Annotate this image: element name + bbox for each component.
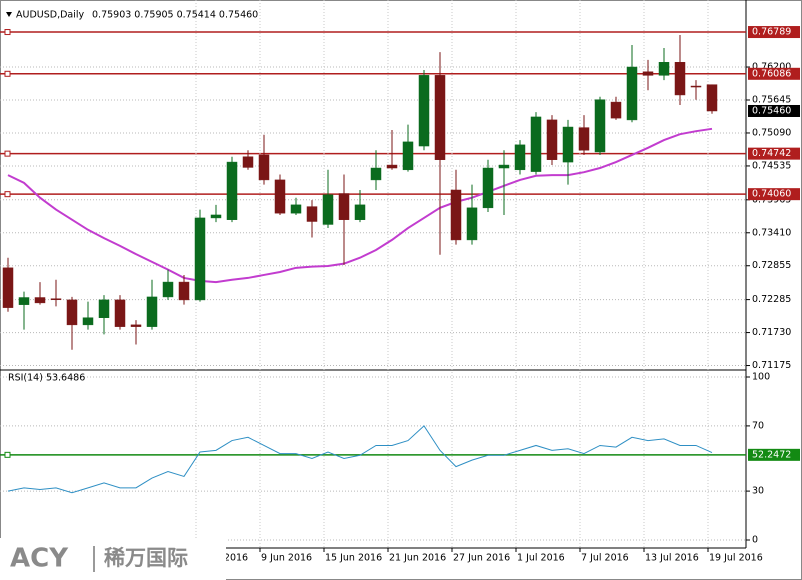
y-tick-label: 0.71730: [752, 327, 791, 338]
price-tag: [748, 26, 800, 39]
y-tick-label: 30: [752, 486, 764, 497]
price-tag-label: 0.74060: [752, 189, 791, 200]
candle-body: [82, 317, 94, 326]
current-price-tag: [748, 104, 800, 117]
ohlc-label: 0.75903 0.75905 0.75414 0.75460: [92, 10, 258, 21]
candle-body: [610, 101, 622, 119]
x-tick-label: 27 Jun 2016: [453, 553, 510, 564]
candle-body: [290, 204, 302, 214]
x-tick-label: 19 Jul 2016: [709, 553, 763, 564]
candle-body: [66, 299, 78, 326]
candle-body: [402, 141, 414, 171]
candle-body: [690, 85, 702, 88]
candle-body: [482, 167, 494, 209]
candle-body: [370, 167, 382, 181]
candle-body: [386, 164, 398, 169]
candle-body: [210, 214, 222, 219]
y-tick-label: 70: [752, 420, 764, 431]
x-tick-label: 9 Jun 2016: [261, 553, 312, 564]
candle-body: [450, 189, 462, 241]
price-tag-label: 0.76789: [752, 27, 791, 38]
candle-body: [706, 84, 718, 112]
candle-body: [98, 299, 110, 318]
candle-body: [50, 298, 62, 300]
logo-bg: [0, 538, 226, 580]
line-handle: [4, 150, 11, 157]
y-tick-label: 0.75645: [752, 95, 791, 106]
candle-body: [258, 154, 270, 181]
rsi-line: [7, 425, 713, 494]
current-price-label: 0.75460: [752, 105, 791, 116]
line-handle: [4, 451, 11, 458]
candle-body: [498, 164, 510, 169]
candle-body: [562, 126, 574, 163]
price-tag-label: 0.76086: [752, 68, 791, 79]
candle-body: [18, 297, 30, 305]
candle-body: [514, 144, 526, 171]
candle-body: [178, 281, 190, 301]
candle-body: [354, 204, 366, 220]
y-tick-label: 0: [752, 535, 758, 546]
candle-body: [146, 296, 158, 327]
x-tick-label: 21 Jun 2016: [389, 553, 446, 564]
rsi-title: RSI(14) 53.6486: [8, 373, 85, 384]
y-tick-label: 0.75090: [752, 127, 791, 138]
chart-title: AUDUSD,Daily: [16, 10, 85, 21]
candle-body: [642, 71, 654, 76]
price-tag: [748, 147, 800, 160]
y-tick-label: 0.76200: [752, 62, 791, 73]
candle-body: [322, 194, 334, 225]
logo: ACY 稀万国际: [0, 538, 226, 580]
price-tag-label: 52.2472: [752, 449, 791, 460]
candle-body: [338, 193, 350, 220]
x-tick-label: 1 Jul 2016: [517, 553, 565, 564]
price-tag: [748, 448, 800, 461]
candle-body: [674, 62, 686, 96]
candle-body: [2, 267, 14, 308]
y-tick-label: 0.71175: [752, 360, 791, 371]
candle-body: [274, 179, 286, 214]
candle-body: [34, 297, 46, 304]
line-handle: [4, 29, 11, 36]
plot: 0.711750.717300.722850.728550.734100.739…: [0, 0, 800, 564]
candle-body: [546, 119, 558, 160]
y-tick-label: 0.72285: [752, 294, 791, 305]
candle-body: [114, 299, 126, 327]
candle-body: [162, 281, 174, 298]
y-tick-label: 0.74535: [752, 160, 791, 171]
line-handle: [4, 70, 11, 77]
price-tag: [748, 67, 800, 80]
candle-body: [626, 66, 638, 121]
candle-body: [594, 99, 606, 153]
price-tag-label: 0.74742: [752, 148, 791, 159]
line-handle: [4, 191, 11, 198]
candle-body: [306, 206, 318, 222]
x-tick-label: 7 Jul 2016: [581, 553, 629, 564]
candle-body: [578, 127, 590, 151]
candle-body: [130, 324, 142, 327]
candle-body: [658, 62, 670, 76]
y-tick-label: 100: [752, 372, 770, 383]
candle-body: [194, 217, 206, 301]
logo-brand: ACY: [10, 544, 69, 574]
candle-body: [418, 75, 430, 147]
y-tick-label: 0.73410: [752, 227, 791, 238]
x-tick-label: 15 Jun 2016: [325, 553, 382, 564]
y-tick-label: 0.72855: [752, 260, 791, 271]
menu-arrow: [6, 12, 12, 17]
price-tag: [748, 188, 800, 201]
candle-body: [226, 161, 238, 220]
logo-name: 稀万国际: [104, 546, 188, 570]
candle-body: [466, 207, 478, 241]
x-tick-label: 13 Jul 2016: [645, 553, 699, 564]
candle-body: [242, 156, 254, 168]
moving-average: [7, 127, 713, 284]
candle-body: [530, 116, 542, 172]
candle-body: [434, 75, 446, 160]
